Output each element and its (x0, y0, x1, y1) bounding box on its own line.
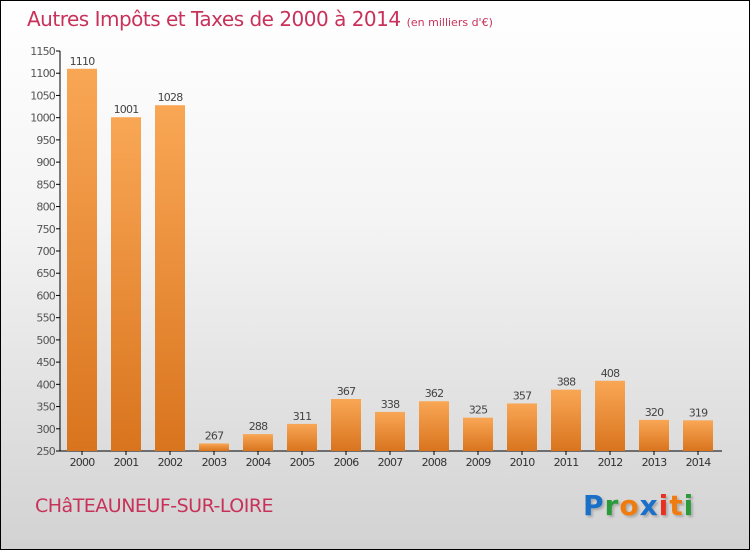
y-tick-label: 450 (36, 356, 55, 369)
x-tick-label: 2002 (158, 456, 183, 469)
bar (595, 380, 625, 451)
bar (243, 434, 273, 451)
data-label: 1001 (114, 103, 139, 116)
y-tick-label: 300 (36, 423, 55, 436)
y-tick-label: 1000 (30, 112, 56, 125)
data-label: 388 (557, 376, 576, 389)
x-tick-label: 2001 (114, 456, 139, 469)
y-tick-label: 500 (36, 334, 55, 347)
data-label: 408 (601, 367, 620, 380)
data-label: 1028 (158, 91, 184, 104)
x-tick-label: 2010 (510, 456, 536, 469)
proxiti-logo: Proxiti (583, 489, 695, 522)
bar (287, 423, 317, 451)
y-tick-label: 850 (36, 178, 55, 191)
x-tick-label: 2006 (334, 456, 360, 469)
bar (639, 419, 669, 451)
y-tick-label: 250 (36, 445, 55, 458)
y-tick-label: 900 (36, 156, 55, 169)
x-tick-label: 2003 (202, 456, 228, 469)
data-label: 319 (689, 406, 708, 419)
bar (67, 68, 97, 452)
bar (331, 399, 361, 451)
x-tick-label: 2013 (642, 456, 668, 469)
data-label: 338 (381, 398, 400, 411)
y-tick-label: 750 (36, 223, 55, 236)
data-label: 320 (645, 406, 664, 419)
data-label: 1110 (70, 55, 96, 68)
unit-label: (en milliers d'€) (406, 16, 493, 29)
y-tick-label: 350 (36, 401, 55, 414)
data-label: 288 (249, 420, 268, 433)
bar (375, 411, 405, 451)
bar (683, 420, 713, 451)
y-tick-label: 800 (36, 201, 55, 214)
y-tick-label: 1050 (30, 89, 56, 102)
bar (551, 389, 581, 451)
bar (507, 403, 537, 451)
y-tick-label: 1100 (30, 67, 56, 80)
x-tick-label: 2004 (246, 456, 272, 469)
y-tick-label: 400 (36, 378, 55, 391)
data-label: 311 (293, 410, 312, 423)
bar (155, 105, 185, 451)
town-name: CHâTEAUNEUF-SUR-LOIRE (35, 495, 274, 517)
x-tick-label: 2008 (422, 456, 448, 469)
data-label: 357 (513, 389, 532, 402)
title-text: Autres Impôts et Taxes de 2000 à 2014 (27, 7, 401, 31)
y-tick-label: 550 (36, 312, 55, 325)
data-label: 362 (425, 387, 444, 400)
x-tick-label: 2009 (466, 456, 492, 469)
data-label: 367 (337, 385, 356, 398)
x-tick-label: 2007 (378, 456, 404, 469)
y-tick-label: 700 (36, 245, 55, 258)
y-tick-label: 600 (36, 289, 55, 302)
bar (463, 417, 493, 451)
bar (199, 443, 229, 451)
bar (111, 117, 141, 451)
data-label: 325 (469, 404, 488, 417)
x-tick-label: 2000 (70, 456, 96, 469)
data-label: 267 (205, 429, 224, 442)
bar (419, 401, 449, 451)
x-tick-label: 2014 (686, 456, 712, 469)
y-tick-label: 950 (36, 134, 55, 147)
x-tick-label: 2005 (290, 456, 316, 469)
x-tick-label: 2012 (598, 456, 623, 469)
chart-title: Autres Impôts et Taxes de 2000 à 2014 (en… (27, 7, 493, 31)
x-tick-label: 2011 (554, 456, 579, 469)
y-tick-label: 1150 (30, 45, 56, 58)
y-tick-label: 650 (36, 267, 55, 280)
